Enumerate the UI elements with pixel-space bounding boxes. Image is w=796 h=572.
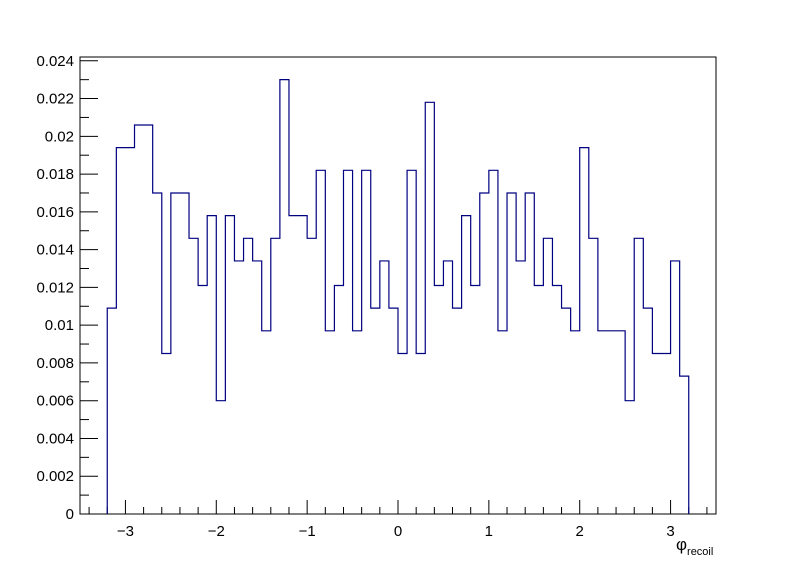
y-tick-label: 0.014 [36,242,74,259]
y-tick-label: 0.016 [36,204,74,221]
y-tick-label: 0.008 [36,355,74,372]
x-tick-label: 1 [485,523,493,540]
histogram-line [106,79,690,514]
y-tick-label: 0.004 [36,430,74,447]
x-tick-label: −3 [117,523,134,540]
x-tick-label: −1 [299,523,316,540]
y-tick-label: 0.002 [36,468,74,485]
y-tick-label: 0.024 [36,53,74,70]
x-axis: −3 −2 −1 0 1 2 3 [88,500,708,540]
x-tick-label: 2 [576,523,584,540]
y-tick-label: 0 [66,506,74,523]
x-axis-title: φrecoil [676,535,713,558]
y-tick-label: 0.022 [36,91,74,108]
y-tick-label: 0.018 [36,166,74,183]
y-axis: 0 0.002 0.004 0.006 0.008 0.01 0.012 0.014 0.016… [36,53,98,523]
plot-frame [79,56,717,515]
x-tick-label: −2 [208,523,225,540]
x-tick-label: 0 [394,523,402,540]
x-tick-label: 3 [666,523,674,540]
x-axis-symbol: φ [676,535,687,554]
y-tick-label: 0.006 [36,393,74,410]
x-axis-subscript: recoil [687,546,713,558]
y-tick-label: 0.012 [36,279,74,296]
y-tick-label: 0.01 [45,317,74,334]
y-tick-label: 0.02 [45,128,74,145]
